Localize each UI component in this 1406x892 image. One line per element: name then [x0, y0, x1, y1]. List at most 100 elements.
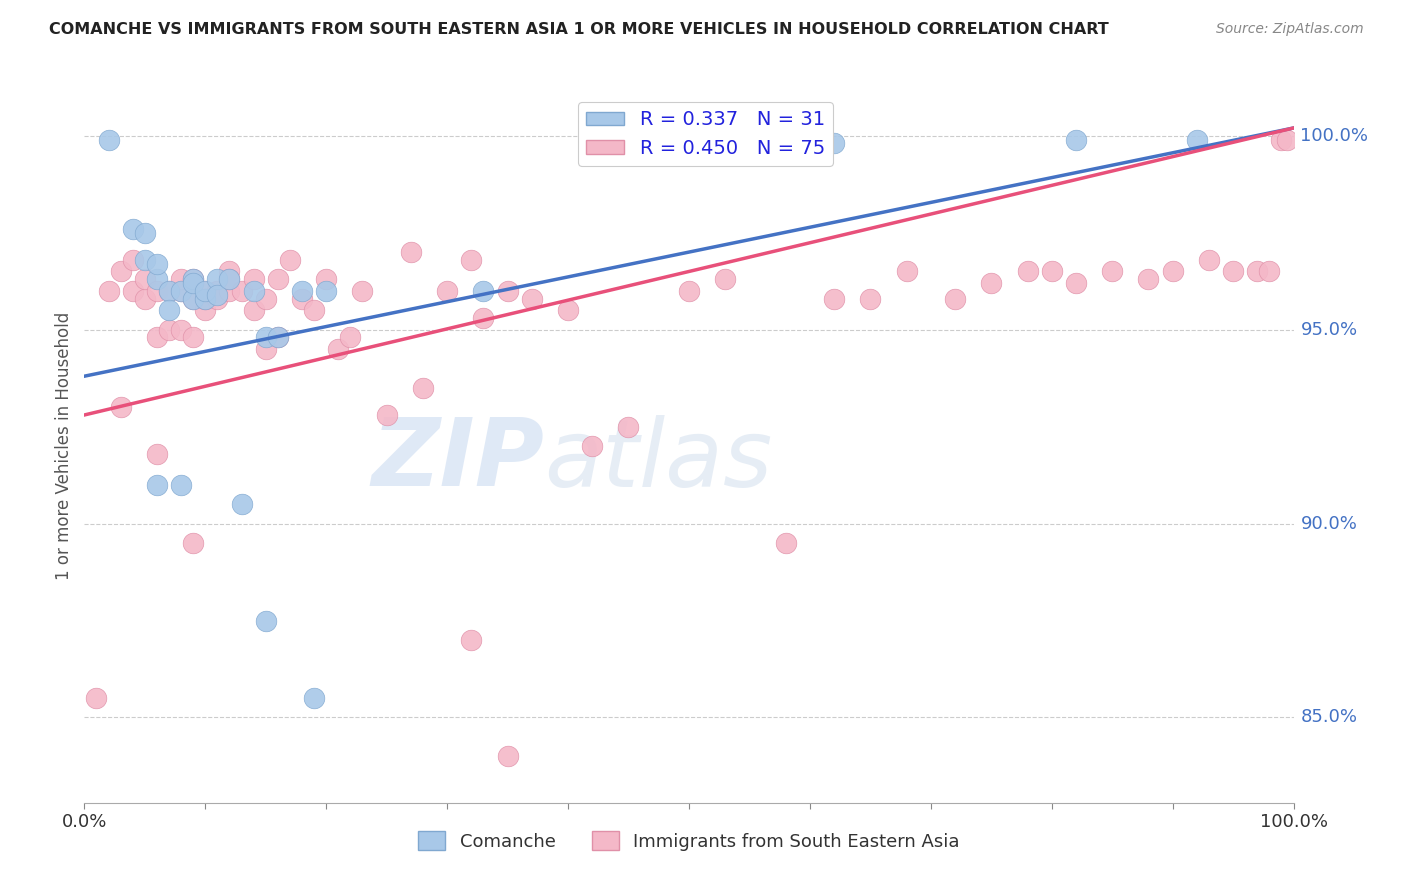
- Point: [170, 284, 193, 298]
- Point: [678, 284, 700, 298]
- Point: [980, 276, 1002, 290]
- Text: 100.0%: 100.0%: [1301, 127, 1368, 145]
- Point: [1017, 264, 1039, 278]
- Point: [460, 252, 482, 267]
- Point: [617, 419, 640, 434]
- Point: [1270, 133, 1292, 147]
- Point: [121, 222, 143, 236]
- Point: [207, 272, 229, 286]
- Point: [181, 536, 204, 550]
- Point: [157, 284, 180, 298]
- Point: [86, 691, 108, 706]
- Point: [231, 284, 253, 298]
- Point: [170, 272, 193, 286]
- Point: [218, 264, 240, 278]
- Point: [134, 226, 156, 240]
- Point: [1040, 264, 1063, 278]
- Text: 85.0%: 85.0%: [1301, 708, 1357, 726]
- Point: [207, 284, 229, 298]
- Point: [207, 287, 229, 301]
- Point: [581, 439, 603, 453]
- Point: [1246, 264, 1268, 278]
- Point: [242, 303, 264, 318]
- Point: [181, 330, 204, 344]
- Point: [146, 257, 169, 271]
- Point: [110, 401, 132, 415]
- Point: [896, 264, 918, 278]
- Point: [302, 691, 325, 706]
- Point: [520, 292, 543, 306]
- Point: [146, 477, 169, 491]
- Point: [291, 292, 314, 306]
- Point: [170, 284, 193, 298]
- Point: [218, 272, 240, 286]
- Point: [315, 272, 337, 286]
- Y-axis label: 1 or more Vehicles in Household: 1 or more Vehicles in Household: [55, 312, 73, 580]
- Point: [436, 284, 458, 298]
- Point: [775, 536, 797, 550]
- Point: [254, 292, 277, 306]
- Point: [472, 311, 495, 326]
- Point: [412, 381, 434, 395]
- Point: [254, 614, 277, 628]
- Point: [278, 252, 301, 267]
- Point: [194, 292, 217, 306]
- Point: [218, 284, 240, 298]
- Point: [302, 303, 325, 318]
- Point: [1277, 133, 1299, 147]
- Point: [146, 447, 169, 461]
- Point: [1064, 133, 1087, 147]
- Point: [714, 272, 737, 286]
- Point: [472, 284, 495, 298]
- Point: [496, 749, 519, 764]
- Point: [170, 323, 193, 337]
- Point: [194, 303, 217, 318]
- Point: [1101, 264, 1123, 278]
- Point: [231, 497, 253, 511]
- Point: [1137, 272, 1160, 286]
- Point: [134, 252, 156, 267]
- Point: [157, 284, 180, 298]
- Point: [134, 272, 156, 286]
- Point: [146, 330, 169, 344]
- Point: [207, 292, 229, 306]
- Point: [121, 284, 143, 298]
- Point: [1064, 276, 1087, 290]
- Text: ZIP: ZIP: [371, 414, 544, 507]
- Text: COMANCHE VS IMMIGRANTS FROM SOUTH EASTERN ASIA 1 OR MORE VEHICLES IN HOUSEHOLD C: COMANCHE VS IMMIGRANTS FROM SOUTH EASTER…: [49, 22, 1109, 37]
- Point: [328, 342, 350, 356]
- Point: [267, 272, 290, 286]
- Point: [460, 632, 482, 647]
- Text: Source: ZipAtlas.com: Source: ZipAtlas.com: [1216, 22, 1364, 37]
- Point: [315, 284, 337, 298]
- Point: [194, 292, 217, 306]
- Point: [557, 303, 579, 318]
- Point: [823, 292, 845, 306]
- Point: [146, 272, 169, 286]
- Legend: Comanche, Immigrants from South Eastern Asia: Comanche, Immigrants from South Eastern …: [411, 824, 967, 858]
- Point: [943, 292, 966, 306]
- Point: [254, 330, 277, 344]
- Point: [181, 292, 204, 306]
- Text: atlas: atlas: [544, 415, 772, 506]
- Point: [496, 284, 519, 298]
- Text: 95.0%: 95.0%: [1301, 320, 1358, 339]
- Point: [181, 292, 204, 306]
- Point: [194, 284, 217, 298]
- Point: [218, 272, 240, 286]
- Point: [267, 330, 290, 344]
- Point: [181, 276, 204, 290]
- Point: [1258, 264, 1281, 278]
- Point: [242, 272, 264, 286]
- Point: [291, 284, 314, 298]
- Point: [134, 292, 156, 306]
- Point: [375, 408, 398, 422]
- Point: [181, 272, 204, 286]
- Point: [352, 284, 374, 298]
- Point: [267, 330, 290, 344]
- Point: [157, 323, 180, 337]
- Point: [170, 477, 193, 491]
- Point: [254, 342, 277, 356]
- Point: [1198, 252, 1220, 267]
- Point: [194, 284, 217, 298]
